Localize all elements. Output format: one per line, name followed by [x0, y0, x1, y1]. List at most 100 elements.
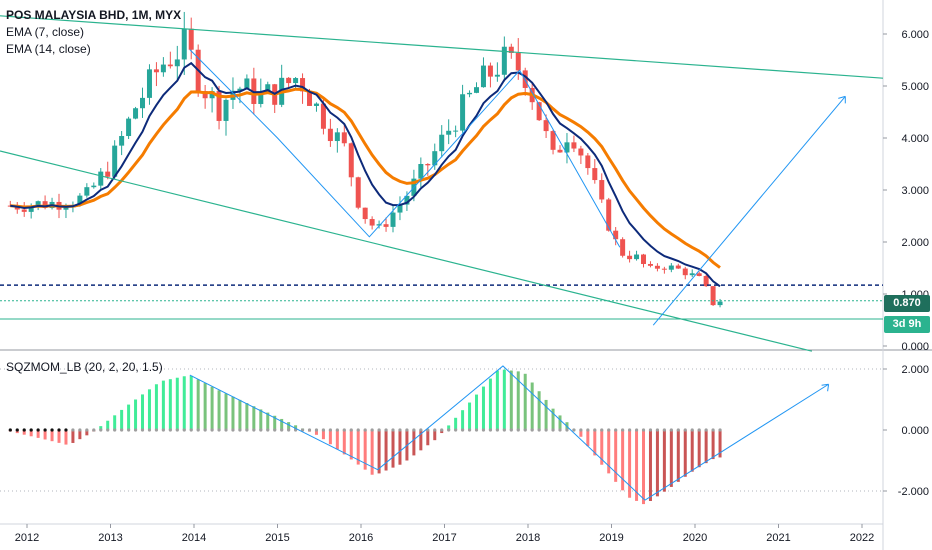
candle-body	[675, 265, 681, 269]
candle-body	[480, 65, 486, 88]
momentum-bar	[363, 430, 367, 470]
time-tick-label: 2013	[98, 532, 122, 544]
candle-body	[501, 46, 507, 75]
candle-body	[634, 254, 640, 260]
squeeze-dot	[307, 428, 312, 432]
squeeze-dot	[544, 428, 548, 432]
momentum-bar	[238, 399, 242, 430]
squeeze-dot	[391, 428, 395, 432]
squeeze-dot	[523, 428, 527, 432]
time-tick-label: 2012	[15, 532, 39, 544]
candle-body	[42, 201, 48, 208]
momentum-bar	[586, 430, 590, 447]
momentum-bar	[447, 425, 451, 430]
squeeze-dot	[690, 428, 694, 432]
squeeze-dot	[224, 428, 228, 432]
momentum-bar	[294, 425, 298, 430]
squeeze-dot	[579, 428, 583, 432]
momentum-bar	[370, 430, 374, 475]
momentum-bar	[628, 430, 632, 498]
momentum-bar	[398, 430, 402, 465]
momentum-bar	[280, 418, 284, 430]
candle-body	[98, 171, 104, 186]
momentum-bar	[29, 430, 33, 437]
ema14-legend: EMA (14, close)	[6, 42, 91, 56]
momentum-bar	[697, 430, 701, 468]
candle-body	[487, 65, 493, 77]
squeeze-dot	[50, 428, 54, 432]
candle-body	[397, 204, 403, 213]
momentum-bar	[523, 373, 527, 430]
candle-body	[265, 84, 271, 92]
candle-body	[522, 70, 528, 88]
squeeze-dot	[342, 428, 346, 432]
candle-body	[383, 224, 389, 227]
candle-body	[474, 87, 480, 93]
squeeze-dot	[328, 428, 332, 432]
candle-body	[390, 212, 396, 227]
squeeze-dot	[321, 428, 326, 432]
candle-body	[578, 148, 584, 156]
squeeze-dot	[600, 428, 604, 432]
squeeze-dot	[266, 428, 270, 432]
momentum-bar	[161, 380, 165, 430]
price-tick-label: 0.000	[901, 341, 929, 353]
squeeze-dot	[474, 428, 479, 432]
squeeze-dot	[621, 428, 625, 432]
momentum-bar	[488, 378, 492, 430]
candle-body	[119, 136, 125, 146]
squeeze-dot	[189, 428, 193, 432]
candle-body	[237, 88, 243, 91]
momentum-bar	[648, 430, 652, 501]
squeeze-dot	[245, 428, 249, 432]
price-arrow-head	[838, 95, 846, 104]
price-tick-label: 6.000	[901, 29, 929, 41]
candle-body	[21, 209, 27, 212]
candle-body	[543, 120, 549, 132]
momentum-bar	[412, 430, 416, 456]
squeeze-dot	[175, 428, 179, 432]
momentum-bar	[335, 430, 339, 450]
candle-body	[571, 142, 577, 149]
candle-body	[606, 199, 612, 231]
candle-body	[661, 268, 667, 270]
squeeze-dot	[78, 428, 82, 432]
squeeze-dot	[22, 428, 26, 432]
time-tick-label: 2022	[850, 532, 874, 544]
momentum-bar	[495, 370, 499, 430]
candle-body	[439, 134, 445, 152]
squeeze-dot	[669, 428, 673, 432]
indicator-tick-label: 2.000	[901, 364, 929, 376]
momentum-bar	[252, 406, 256, 430]
price-tick-label: 3.000	[901, 185, 929, 197]
squeeze-dot	[454, 428, 458, 432]
candle-body	[244, 78, 250, 89]
candle-body	[710, 286, 716, 306]
candle-body	[63, 207, 69, 210]
squeeze-dot	[384, 428, 388, 432]
momentum-bar	[259, 409, 263, 430]
squeeze-dot	[15, 428, 19, 432]
ema7-line	[10, 61, 721, 288]
lower-trendline	[0, 150, 813, 352]
momentum-bar	[662, 430, 666, 492]
squeeze-dot	[516, 428, 520, 432]
squeeze-dot	[71, 428, 75, 432]
squeeze-dot	[551, 428, 555, 432]
candle-body	[35, 201, 41, 206]
squeeze-dot	[460, 428, 465, 432]
ema7-legend: EMA (7, close)	[6, 25, 85, 39]
candle-body	[188, 28, 194, 50]
squeeze-dot	[43, 428, 47, 432]
momentum-bar	[551, 408, 555, 430]
squeeze-dot	[182, 428, 186, 432]
squeeze-dot	[502, 428, 506, 432]
squeeze-dot	[662, 428, 666, 432]
squeeze-dot	[419, 428, 423, 432]
candle-body	[467, 92, 473, 95]
candle-body	[84, 187, 90, 196]
momentum-bar	[245, 403, 249, 430]
momentum-bar	[224, 393, 228, 430]
candle-body	[641, 254, 647, 264]
